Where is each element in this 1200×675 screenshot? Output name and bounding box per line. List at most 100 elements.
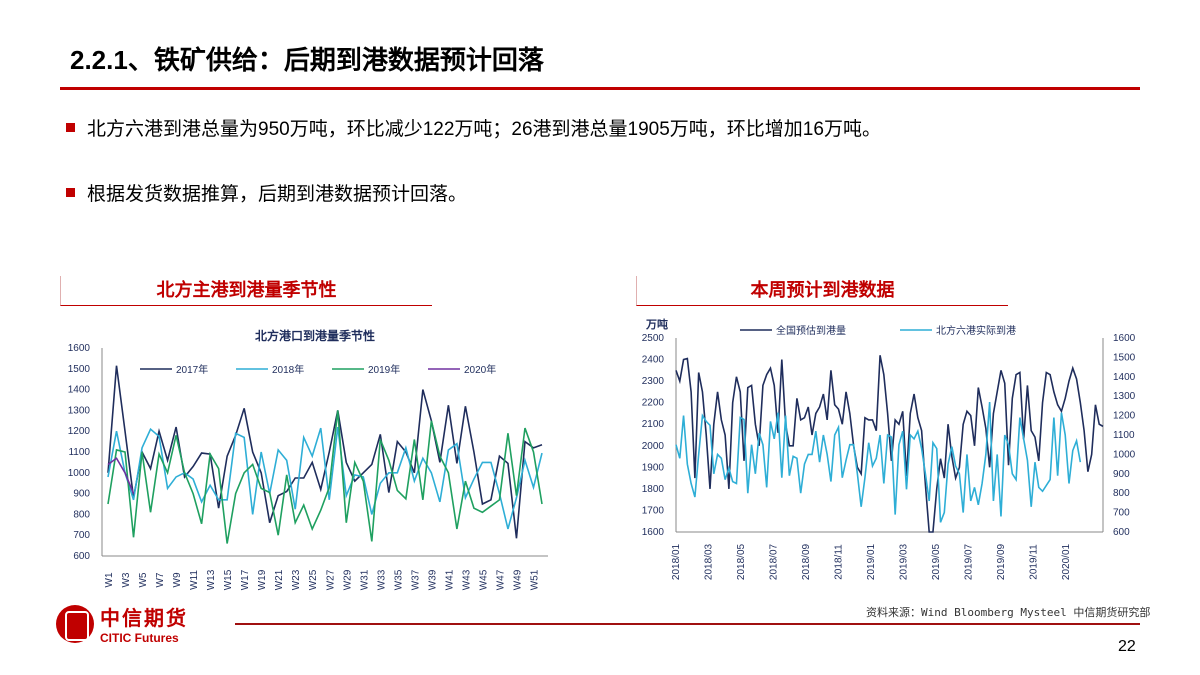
right-x-tick: 2018/07: [769, 543, 780, 580]
left-x-tick: W33: [376, 569, 387, 590]
citic-logo: 中信期货 CITIC Futures: [56, 602, 188, 645]
right-y2-tick: 1600: [1113, 333, 1136, 344]
right-x-tick: 2018/01: [671, 543, 682, 580]
right-y-tick: 2500: [642, 333, 665, 344]
logo-en: CITIC Futures: [100, 631, 179, 645]
left-x-tick: W39: [427, 569, 438, 590]
right-y-tick: 1600: [642, 527, 665, 538]
left-y-tick: 1000: [68, 468, 91, 479]
right-x-tick: 2019/07: [964, 543, 975, 580]
bullet-square-icon: [66, 188, 75, 197]
right-x-tick: 2018/03: [704, 543, 715, 580]
right-y2-tick: 900: [1113, 469, 1130, 480]
right-y-tick: 1900: [642, 462, 665, 473]
left-chart-header: 北方主港到港量季节性: [60, 276, 432, 306]
right-legend-label: 全国预估到港量: [776, 324, 846, 337]
left-x-tick: W19: [257, 569, 268, 590]
left-x-tick: W47: [495, 569, 506, 590]
left-x-tick: W3: [121, 572, 132, 587]
left-legend-label: 2020年: [464, 363, 496, 376]
logo-cn: 中信期货: [100, 608, 188, 630]
left-x-tick: W1: [104, 572, 115, 587]
bullet-1: 北方六港到港总量为950万吨，环比减少122万吨；26港到港总量1905万吨，环…: [66, 114, 881, 141]
bullet-text: 北方六港到港总量为950万吨，环比减少122万吨；26港到港总量1905万吨，环…: [87, 119, 881, 140]
right-y2-tick: 800: [1113, 488, 1130, 499]
left-x-tick: W21: [274, 569, 285, 590]
citic-logo-icon: [56, 604, 94, 643]
bullet-square-icon: [66, 123, 75, 132]
right-x-tick: 2019/11: [1029, 544, 1040, 580]
left-series-line-2019年: [107, 410, 543, 544]
left-x-tick: W7: [155, 572, 166, 587]
right-x-tick: 2019/05: [931, 543, 942, 580]
left-legend-label: 2018年: [272, 363, 304, 376]
right-y-tick: 2000: [642, 441, 665, 452]
right-x-tick: 2018/09: [801, 543, 812, 580]
left-x-tick: W23: [291, 569, 302, 590]
left-x-tick: W43: [461, 569, 472, 590]
right-y2-tick: 1100: [1113, 430, 1135, 441]
left-legend-label: 2017年: [176, 363, 208, 376]
left-x-tick: W11: [189, 570, 200, 590]
left-x-tick: W27: [325, 569, 336, 590]
right-y2-tick: 700: [1113, 508, 1130, 519]
left-series-line-2018年: [107, 426, 543, 530]
right-y2-tick: 1000: [1113, 449, 1136, 460]
left-x-tick: W25: [308, 569, 319, 590]
right-x-tick: 2019/01: [866, 543, 877, 580]
left-y-tick: 1300: [68, 405, 91, 416]
right-series-line-北方六港实际到港: [675, 401, 1082, 523]
right-x-tick: 2019/09: [996, 543, 1007, 580]
right-y2-tick: 1400: [1113, 372, 1136, 383]
right-series-line-全国预估到港量: [675, 355, 1104, 533]
left-x-tick: W51: [529, 569, 540, 590]
right-x-tick: 2018/05: [736, 543, 747, 580]
title-divider: [60, 87, 1140, 90]
right-chart-header: 本周预计到港数据: [636, 276, 1008, 306]
right-y2-tick: 1200: [1113, 411, 1136, 422]
right-y-label: 万吨: [645, 317, 668, 331]
right-y-tick: 2100: [642, 419, 665, 430]
left-x-tick: W45: [478, 569, 489, 590]
right-x-tick: 2018/11: [834, 544, 845, 580]
left-y-tick: 700: [73, 530, 90, 541]
left-x-tick: W9: [172, 572, 183, 587]
left-y-tick: 900: [73, 489, 90, 500]
left-x-tick: W13: [206, 569, 217, 590]
left-legend-label: 2019年: [368, 363, 400, 376]
left-x-tick: W37: [410, 569, 421, 590]
right-y-tick: 1800: [642, 484, 665, 495]
right-y-tick: 2300: [642, 376, 665, 387]
left-chart-title: 北方港口到港量季节性: [255, 328, 375, 343]
left-y-tick: 600: [73, 551, 90, 562]
right-y-tick: 2200: [642, 398, 665, 409]
left-x-tick: W49: [512, 569, 523, 590]
right-x-tick: 2020/01: [1061, 543, 1072, 580]
source-note: 资料来源：Wind Bloomberg Mysteel 中信期货研究部: [866, 606, 1151, 619]
left-y-tick: 1400: [68, 385, 91, 396]
right-y2-tick: 1500: [1113, 352, 1136, 363]
left-y-tick: 1100: [68, 447, 90, 458]
page-title: 2.2.1、铁矿供给：后期到港数据预计回落: [70, 45, 544, 75]
page-number: 22: [1118, 638, 1136, 655]
footer-divider: [235, 623, 1140, 625]
left-x-tick: W15: [223, 569, 234, 590]
right-y2-tick: 600: [1113, 527, 1130, 538]
left-x-tick: W17: [240, 569, 251, 590]
left-x-tick: W41: [444, 569, 455, 590]
left-x-tick: W5: [138, 572, 149, 587]
left-x-tick: W35: [393, 569, 404, 590]
right-y-tick: 2400: [642, 355, 665, 366]
left-x-tick: W31: [359, 569, 370, 590]
left-y-tick: 800: [73, 509, 90, 520]
bullet-text: 根据发货数据推算，后期到港数据预计回落。: [87, 184, 468, 205]
right-y-tick: 1700: [642, 505, 665, 516]
right-legend-label: 北方六港实际到港: [936, 324, 1016, 337]
bullet-2: 根据发货数据推算，后期到港数据预计回落。: [66, 179, 467, 206]
left-x-tick: W29: [342, 569, 353, 590]
left-y-tick: 1500: [68, 364, 91, 375]
left-y-tick: 1600: [68, 343, 91, 354]
right-x-tick: 2019/03: [899, 543, 910, 580]
left-y-tick: 1200: [68, 426, 91, 437]
